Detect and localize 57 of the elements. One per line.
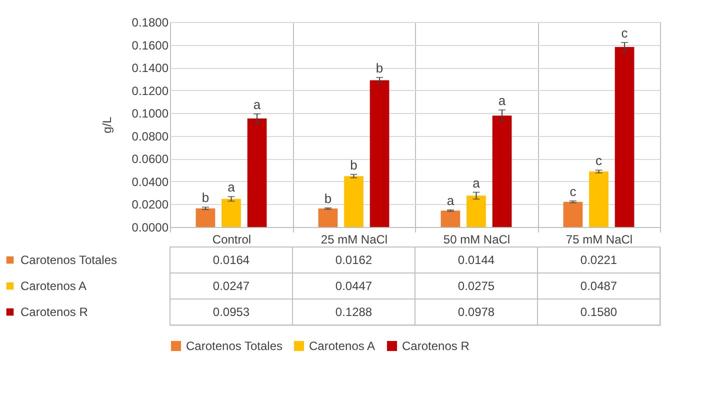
y-tick-label: 0.1800 — [132, 16, 169, 30]
x-tick-label: Control — [212, 232, 252, 246]
annotation: a — [472, 175, 481, 190]
bar — [466, 196, 486, 227]
y-axis-title: g/L — [100, 116, 114, 134]
data-label: 0.0487 — [580, 279, 618, 293]
annotation: b — [350, 157, 358, 172]
y-tick-label: 0.0200 — [132, 198, 169, 212]
y-tick-label: 0.1600 — [132, 38, 169, 52]
legend-label: Carotenos R — [402, 339, 470, 353]
bar — [318, 208, 338, 227]
data-label: 0.0447 — [335, 279, 372, 293]
annotation: a — [446, 192, 455, 208]
data-label: 0.1580 — [580, 305, 618, 319]
annotation: a — [253, 96, 262, 112]
legend-label: Carotenos Totales — [20, 253, 118, 267]
text: Carotenos Totales — [186, 339, 283, 353]
bar — [563, 202, 583, 227]
annotation: b — [324, 190, 332, 206]
bar — [344, 176, 364, 227]
bar — [247, 118, 267, 227]
data-label: 0.0978 — [458, 305, 495, 319]
bar — [370, 80, 390, 227]
annotation: c — [570, 184, 577, 199]
bar — [589, 172, 608, 227]
y-tick-label: 0.0600 — [132, 152, 169, 166]
annotation: a — [228, 180, 236, 195]
bar — [492, 116, 512, 227]
x-tick-label: 75 mM NaCl — [566, 232, 633, 246]
y-tick-label: 0.0400 — [132, 174, 169, 189]
y-tick-label: 0.0800 — [132, 129, 169, 144]
annotation: c — [596, 153, 602, 168]
annotation: b — [376, 60, 384, 76]
data-label: 0.0953 — [212, 305, 250, 319]
bar — [614, 47, 634, 227]
annotation: c — [621, 26, 628, 40]
legend-label: Carotenos A — [309, 339, 376, 353]
bar — [196, 208, 216, 227]
y-tick-label: 0.1400 — [132, 61, 169, 76]
data-label: 0.0275 — [458, 279, 495, 293]
y-tick-label: 0.1200 — [132, 84, 169, 98]
text: Carotenos A — [20, 279, 87, 293]
bar — [440, 210, 460, 227]
data-label: 0.1288 — [335, 305, 372, 319]
data-label: 0.0144 — [458, 253, 495, 267]
y-tick-label: 0.1000 — [132, 106, 169, 121]
data-label: 0.0221 — [580, 253, 618, 267]
y-tick-label: 0.0000 — [132, 220, 169, 234]
data-label: 0.0247 — [212, 279, 250, 293]
bar — [222, 198, 241, 227]
data-label: 0.0162 — [335, 253, 372, 267]
x-tick-label: 50 mM NaCl — [443, 232, 510, 246]
x-tick-label: 25 mM NaCl — [320, 232, 388, 246]
annotation: a — [498, 92, 506, 108]
data-label: 0.0164 — [212, 253, 250, 267]
annotation: b — [202, 190, 210, 206]
text: Carotenos R — [20, 305, 88, 319]
